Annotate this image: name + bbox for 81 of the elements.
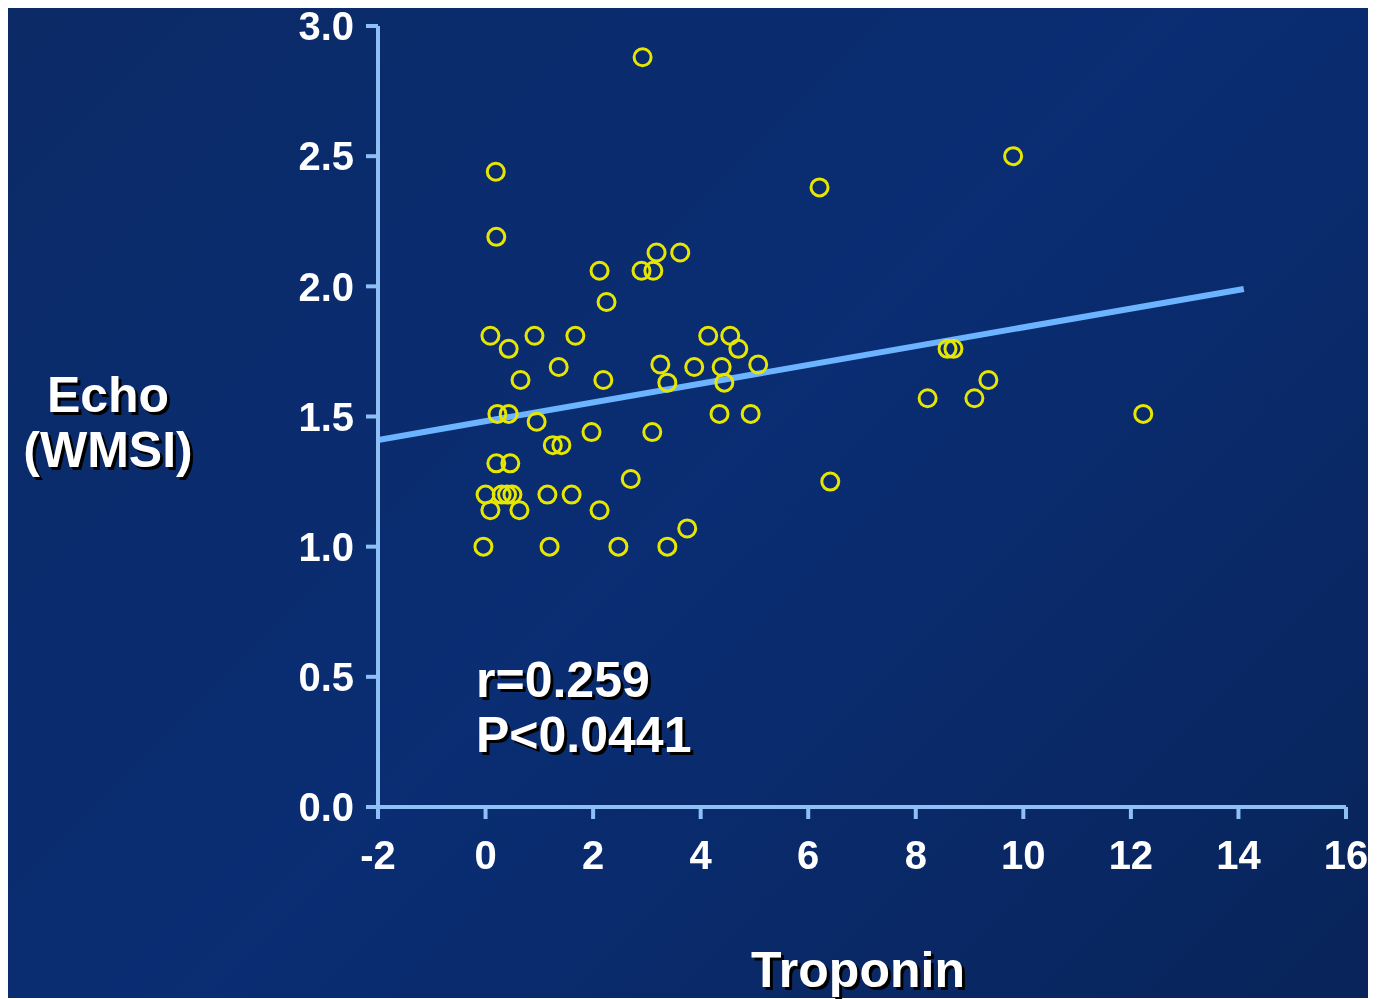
y-tick-label: 1.0 bbox=[298, 524, 354, 569]
point bbox=[714, 372, 735, 393]
x-tick-label: 12 bbox=[1108, 833, 1154, 877]
point bbox=[593, 370, 614, 391]
y-tick-label: 3.0 bbox=[298, 4, 354, 49]
point bbox=[1003, 146, 1024, 167]
point bbox=[537, 484, 558, 505]
point bbox=[589, 260, 610, 281]
point bbox=[709, 403, 730, 424]
point bbox=[500, 453, 521, 474]
point bbox=[720, 325, 741, 346]
x-tick-label: 8 bbox=[904, 833, 927, 877]
x-tick-label: 2 bbox=[581, 833, 605, 877]
point bbox=[620, 468, 641, 489]
point bbox=[917, 388, 938, 409]
point bbox=[608, 536, 629, 557]
point bbox=[526, 411, 547, 432]
point bbox=[820, 471, 841, 492]
point bbox=[502, 484, 523, 505]
y-tick-label: 1.5 bbox=[298, 394, 354, 439]
point bbox=[473, 536, 494, 557]
point bbox=[657, 536, 678, 557]
y-tick-label: 2.5 bbox=[298, 134, 354, 179]
point bbox=[596, 291, 617, 312]
point bbox=[643, 260, 664, 281]
point bbox=[491, 484, 512, 505]
point bbox=[642, 422, 663, 443]
point bbox=[711, 357, 732, 378]
x-tick-label: 14 bbox=[1216, 833, 1262, 877]
y-tick-label: 2.0 bbox=[298, 264, 354, 309]
point bbox=[486, 226, 507, 247]
point bbox=[524, 325, 545, 346]
x-tick-label: -2 bbox=[360, 833, 396, 877]
point bbox=[748, 354, 769, 375]
point bbox=[978, 370, 999, 391]
y-tick-label: 0.5 bbox=[298, 655, 354, 700]
point bbox=[542, 435, 563, 456]
y-axis-title: Echo (WMSI) bbox=[22, 367, 194, 478]
point bbox=[677, 518, 698, 539]
point bbox=[684, 357, 705, 378]
point bbox=[510, 370, 531, 391]
point bbox=[650, 354, 671, 375]
annotation: P<0.0441 bbox=[476, 707, 692, 763]
point bbox=[589, 500, 610, 521]
point bbox=[964, 388, 985, 409]
point bbox=[480, 500, 501, 521]
point bbox=[943, 338, 964, 359]
point bbox=[631, 260, 652, 281]
point bbox=[480, 325, 501, 346]
annotation: r=0.259 bbox=[476, 652, 651, 708]
point bbox=[740, 403, 761, 424]
x-tick-label: 4 bbox=[689, 833, 713, 877]
point bbox=[498, 338, 519, 359]
x-tick-label: 16 bbox=[1323, 833, 1369, 877]
point bbox=[561, 484, 582, 505]
point bbox=[487, 403, 508, 424]
point bbox=[632, 47, 653, 68]
point bbox=[1133, 403, 1154, 424]
point bbox=[509, 500, 530, 521]
point bbox=[551, 435, 572, 456]
x-tick-label: 10 bbox=[1001, 833, 1046, 877]
point bbox=[475, 484, 496, 505]
point bbox=[548, 357, 569, 378]
point bbox=[497, 484, 518, 505]
point bbox=[485, 161, 506, 182]
point bbox=[486, 453, 507, 474]
point bbox=[565, 325, 586, 346]
point bbox=[498, 403, 519, 424]
x-tick-label: 6 bbox=[797, 833, 820, 877]
x-axis-title: Troponin bbox=[750, 942, 966, 998]
point bbox=[657, 372, 678, 393]
point bbox=[670, 242, 691, 263]
point bbox=[581, 422, 602, 443]
y-tick-label: 0.0 bbox=[298, 785, 354, 830]
point bbox=[937, 338, 958, 359]
point bbox=[646, 242, 667, 263]
point bbox=[809, 177, 830, 198]
point bbox=[728, 338, 749, 359]
point bbox=[539, 536, 560, 557]
point bbox=[698, 325, 719, 346]
x-tick-label: 0 bbox=[474, 833, 497, 877]
